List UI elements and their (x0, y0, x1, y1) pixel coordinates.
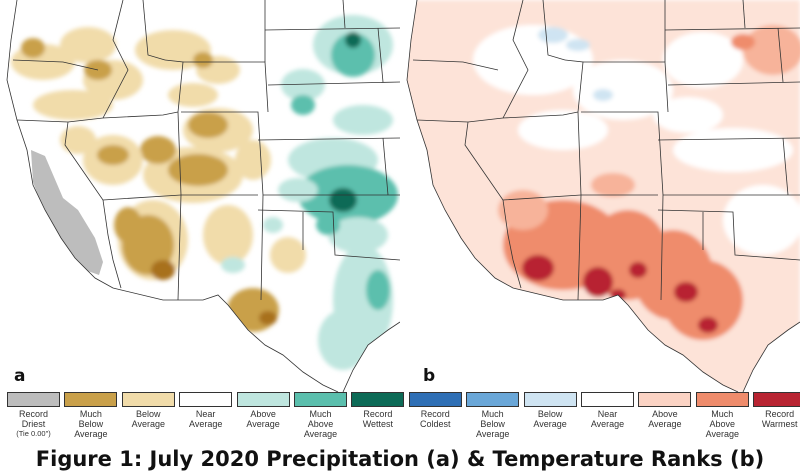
legend-swatch (753, 392, 800, 407)
legend-swatch (351, 392, 405, 407)
ocean-mask (3, 0, 113, 392)
legend-label: Record Coldest (400, 409, 470, 429)
gulf-mask (343, 322, 400, 392)
legend-swatch (695, 392, 749, 407)
legend-label-line: Much (79, 409, 102, 419)
legend-label: Above Average (228, 409, 298, 429)
legend-label: Above Average (630, 409, 700, 429)
legend-label-line: Much (481, 409, 504, 419)
legend-label: Record Driest (Tie 0.00") (0, 409, 69, 439)
legend-label-line: Driest (21, 419, 46, 429)
legend-swatch (64, 392, 118, 407)
legend-label-line: (Tie 0.00") (16, 429, 51, 438)
legend-label-line: Average (476, 429, 510, 439)
legend-label: Record Wettest (343, 409, 413, 429)
legend-label-line: Average (131, 419, 165, 429)
legend-label: Record Warmest (745, 409, 800, 429)
legend-swatch (523, 392, 577, 407)
gulf-mask-b (743, 322, 800, 392)
legend-label-line: Average (189, 419, 223, 429)
legend-label-line: Record (18, 409, 48, 419)
legend: Record Driest (Tie 0.00") Much Below Average B… (0, 392, 800, 444)
legend-swatch (179, 392, 233, 407)
temperature-map-svg (403, 0, 800, 392)
legend-label-line: Warmest (761, 419, 798, 429)
legend-swatch (408, 392, 462, 407)
legend-label: Below Average (515, 409, 585, 429)
state-borders (6, 0, 400, 392)
legend-label: Below Average (113, 409, 183, 429)
mexico-mask (113, 288, 338, 392)
legend-label-line: Average (533, 419, 567, 429)
legend-label-line: Average (303, 429, 338, 439)
legend-label-line: Much (711, 409, 734, 419)
legend-label-line: Coldest (420, 419, 451, 429)
legend-label-line: Record (420, 409, 450, 419)
legend-swatch (236, 392, 290, 407)
legend-label-line: Average (74, 429, 108, 439)
state-borders-b (406, 0, 800, 392)
precipitation-map-svg (3, 0, 400, 392)
legend-label-line: Record (363, 409, 393, 419)
legend-label-line: Near (597, 409, 618, 419)
legend-swatch (638, 392, 692, 407)
mexico-mask-b (513, 288, 738, 392)
legend-label-line: Below (480, 419, 505, 429)
legend-label-line: Above (709, 419, 736, 429)
panel-label-b: b (423, 366, 436, 386)
legend-label-line: Average (705, 429, 739, 439)
temperature-map (403, 0, 800, 392)
precipitation-map (3, 0, 400, 392)
legend-label-line: Average (246, 419, 280, 429)
legend-label-line: Wettest (362, 419, 394, 429)
legend-label-line: Above (307, 419, 334, 429)
legend-swatch (7, 392, 60, 407)
legend-label: Much Below Average (458, 409, 528, 439)
legend-label-line: Near (195, 409, 216, 419)
legend-label-line: Average (590, 419, 625, 429)
ocean-mask-b (403, 0, 513, 392)
legend-label-line: Much (309, 409, 332, 419)
legend-swatch (581, 392, 634, 407)
legend-label-line: Record (765, 409, 795, 419)
legend-swatch (466, 392, 520, 407)
legend-label-line: Average (648, 419, 682, 429)
canada-mask (17, 0, 400, 2)
legend-label-line: Above (652, 409, 678, 419)
legend-label: Much Above Average (687, 409, 757, 439)
legend-label-line: Below (78, 419, 104, 429)
legend-label-line: Above (250, 409, 276, 419)
legend-label: Near Average (573, 409, 643, 429)
figure-caption: Figure 1: July 2020 Precipitation (a) & … (35, 447, 765, 471)
legend-label-line: Below (136, 409, 161, 419)
record-driest-california (31, 150, 103, 275)
legend-swatch (121, 392, 175, 407)
legend-label: Near Average (171, 409, 241, 429)
panel-label-a: a (14, 366, 26, 386)
legend-label: Much Below Average (56, 409, 126, 439)
legend-swatch (294, 392, 347, 407)
legend-label: Much Above Average (286, 409, 356, 439)
legend-label-line: Below (537, 409, 563, 419)
